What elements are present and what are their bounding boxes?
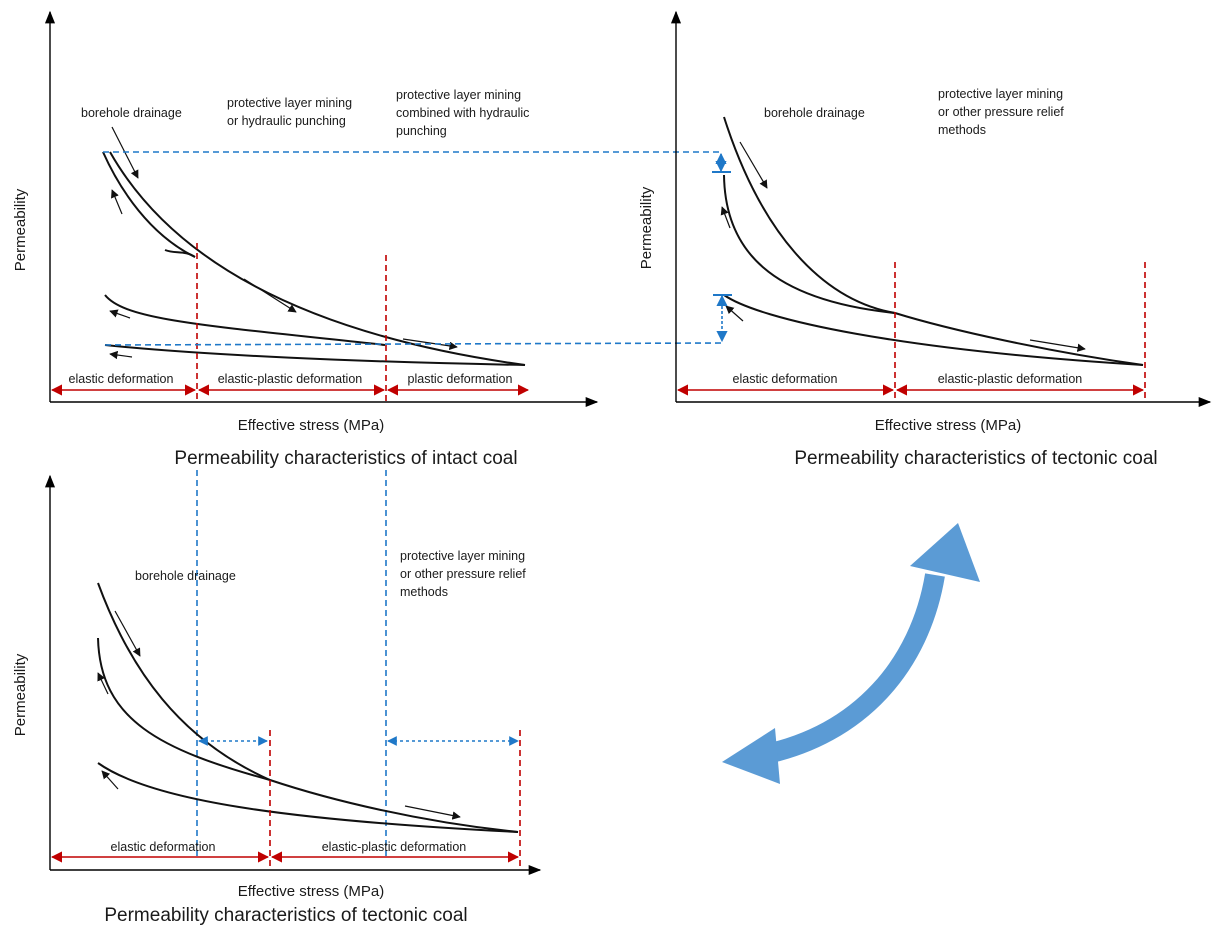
panel-tectonic-coal-bottom: Permeability Effective stress (MPa) Perm… xyxy=(12,474,542,926)
unloading-arrow xyxy=(97,672,109,695)
method-label: methods xyxy=(938,123,986,137)
method-label: protective layer mining xyxy=(938,87,1063,101)
zone-label: elastic-plastic deformation xyxy=(938,372,1083,386)
zone-label: elastic-plastic deformation xyxy=(218,372,363,386)
loading-arrow xyxy=(402,338,458,351)
double-headed-curved-arrow-icon xyxy=(722,523,980,784)
method-label: combined with hydraulic xyxy=(396,106,529,120)
permeability-curve xyxy=(109,151,526,366)
panel-caption: Permeability characteristics of tectonic… xyxy=(794,448,1157,469)
loading-arrow xyxy=(114,610,141,657)
panel-caption: Permeability characteristics of intact c… xyxy=(174,448,517,469)
method-label: borehole drainage xyxy=(764,106,865,120)
method-label: methods xyxy=(400,585,448,599)
method-label: borehole drainage xyxy=(81,106,182,120)
method-label: protective layer mining xyxy=(396,88,521,102)
x-axis-label: Effective stress (MPa) xyxy=(238,417,384,434)
method-label: borehole drainage xyxy=(135,569,236,583)
permeability-curve xyxy=(723,294,1144,366)
y-axis-label: Permeability xyxy=(12,188,29,271)
permeability-curve xyxy=(104,344,526,366)
x-axis-label: Effective stress (MPa) xyxy=(238,883,384,900)
loading-arrow xyxy=(1029,339,1086,352)
method-label: punching xyxy=(396,124,447,138)
permeability-curve xyxy=(164,249,196,258)
permeability-curve xyxy=(723,116,1144,366)
method-label: or other pressure relief xyxy=(938,105,1064,119)
permeability-curve xyxy=(723,174,896,314)
unloading-arrow xyxy=(109,309,131,319)
y-axis-label: Permeability xyxy=(638,186,655,269)
x-axis-label: Effective stress (MPa) xyxy=(875,417,1021,434)
unloading-arrow xyxy=(725,305,744,322)
unloading-arrow xyxy=(111,189,123,215)
loading-arrow xyxy=(739,141,768,189)
unloading-arrow xyxy=(101,770,119,790)
method-label: or hydraulic punching xyxy=(227,114,346,128)
permeability-curve xyxy=(97,637,271,781)
unloading-arrow xyxy=(109,350,133,360)
method-label: protective layer mining xyxy=(227,96,352,110)
unloading-arrow xyxy=(720,206,731,229)
zone-label: elastic deformation xyxy=(111,840,216,854)
panel-intact-coal: Permeability Effective stress (MPa) Perm… xyxy=(12,10,599,469)
zone-label: elastic-plastic deformation xyxy=(322,840,467,854)
panel-caption: Permeability characteristics of tectonic… xyxy=(104,905,467,926)
comparison-line xyxy=(104,342,723,346)
permeability-curve xyxy=(97,582,519,833)
loading-arrow xyxy=(404,805,461,820)
permeability-curve xyxy=(102,151,196,258)
method-label: or other pressure relief xyxy=(400,567,526,581)
zone-label: elastic deformation xyxy=(69,372,174,386)
zone-label: plastic deformation xyxy=(408,372,513,386)
method-label: protective layer mining xyxy=(400,549,525,563)
permeability-curve xyxy=(104,294,386,346)
panel-tectonic-coal-top: Permeability Effective stress (MPa) Perm… xyxy=(638,10,1212,469)
permeability-curve xyxy=(97,762,519,833)
loading-arrow xyxy=(243,278,297,313)
y-axis-label: Permeability xyxy=(12,653,29,736)
zone-label: elastic deformation xyxy=(733,372,838,386)
